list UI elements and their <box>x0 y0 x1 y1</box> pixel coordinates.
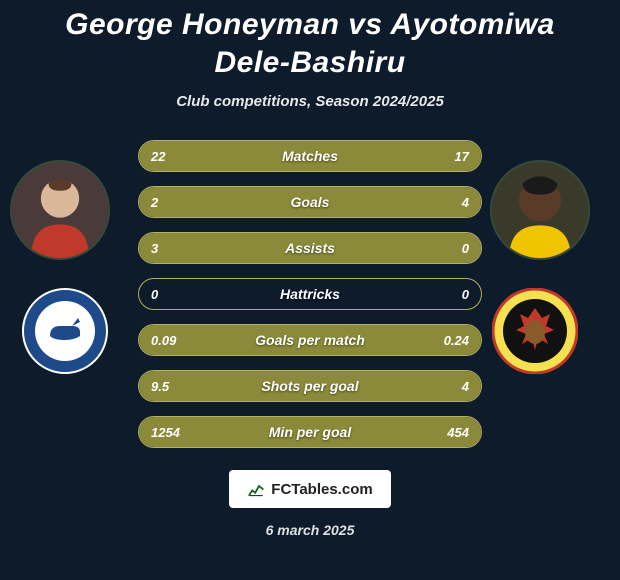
brand-label: FCTables.com <box>271 481 372 498</box>
stat-label: Matches <box>139 141 481 171</box>
stat-bar: 2217Matches <box>138 140 482 172</box>
stat-label: Goals per match <box>139 325 481 355</box>
page-title: George Honeyman vs Ayotomiwa Dele-Bashir… <box>0 0 620 81</box>
stat-bar: 1254454Min per goal <box>138 416 482 448</box>
club-left-logo <box>22 288 108 374</box>
club-badge-icon <box>22 288 108 374</box>
player-left-avatar <box>10 160 110 260</box>
club-right-logo <box>492 288 578 374</box>
stat-label: Min per goal <box>139 417 481 447</box>
avatar-placeholder-icon <box>12 162 108 258</box>
chart-icon <box>247 480 265 498</box>
stat-bar: 24Goals <box>138 186 482 218</box>
stat-bar: 0.090.24Goals per match <box>138 324 482 356</box>
avatar-placeholder-icon <box>492 162 588 258</box>
stat-bar: 00Hattricks <box>138 278 482 310</box>
subtitle: Club competitions, Season 2024/2025 <box>0 93 620 110</box>
stat-label: Goals <box>139 187 481 217</box>
stat-label: Assists <box>139 233 481 263</box>
stat-label: Shots per goal <box>139 371 481 401</box>
footer-date: 6 march 2025 <box>0 522 620 538</box>
stat-bars: 2217Matches 24Goals 30Assists 00Hattricks 0.… <box>138 140 482 448</box>
player-right-avatar <box>490 160 590 260</box>
stat-bar: 30Assists <box>138 232 482 264</box>
brand-badge: FCTables.com <box>229 470 391 508</box>
comparison-panel: 2217Matches 24Goals 30Assists 00Hattricks 0.… <box>0 140 620 448</box>
stat-label: Hattricks <box>139 279 481 309</box>
club-badge-icon <box>492 288 578 374</box>
stat-bar: 9.54Shots per goal <box>138 370 482 402</box>
